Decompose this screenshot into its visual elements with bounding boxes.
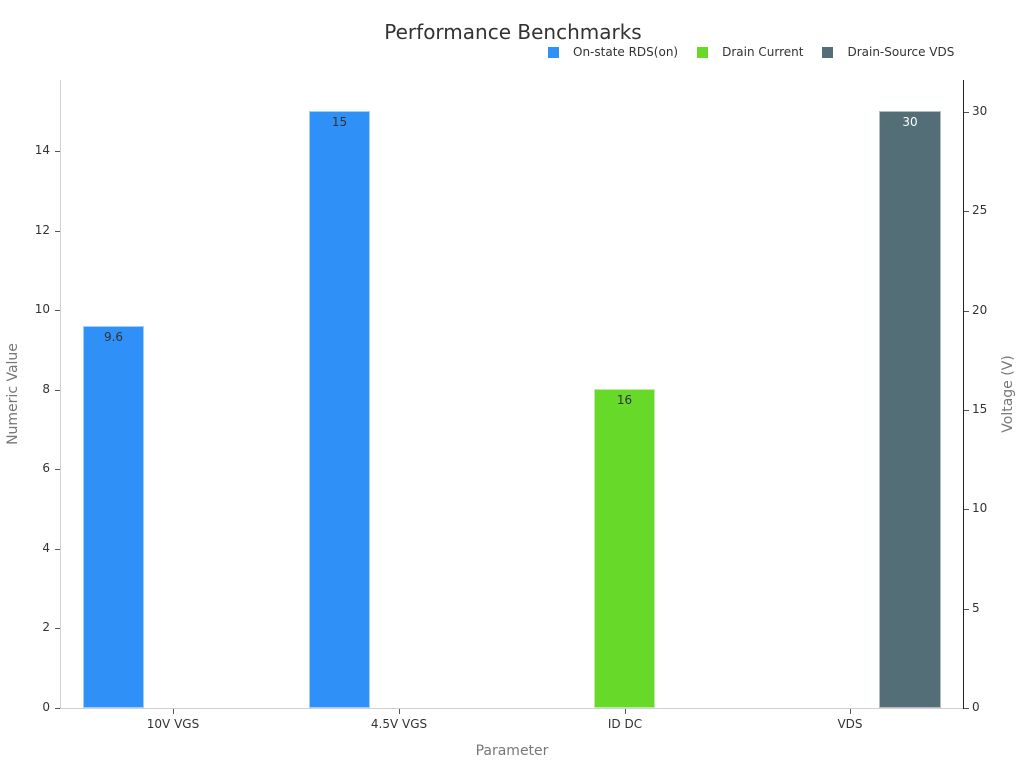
y-right-tick-label-5: 5 [972,601,980,615]
y-tick-label-6: 6 [42,461,50,475]
x-tick-label-id-dc: ID DC [607,717,643,731]
y-right-tick-label-25: 25 [972,203,988,217]
y-axis-right-spine [963,80,964,709]
y-tick-10 [55,310,60,311]
y-tick-2 [55,628,60,629]
legend-swatch-drain-source-vds [822,46,834,58]
bar-value-label: 9.6 [103,330,124,344]
legend-swatch-rds-on [548,46,559,58]
y-tick-0 [55,708,60,709]
legend-label-rds-on: On-state RDS(on) [573,45,679,59]
y-tick-12 [55,231,60,232]
bar-drain-current-id-dc[interactable]: 16 [594,389,655,708]
bar-value-label: 16 [616,393,633,407]
y-tick-label-8: 8 [42,382,50,396]
x-tick-label-10v-vgs: 10V VGS [146,717,200,731]
legend-item-drain-source-vds[interactable]: Drain-Source VDS [822,45,954,59]
y-axis-left-label: Numeric Value [5,343,21,445]
y-tick-label-12: 12 [34,223,50,237]
bar-rds-on-10v-vgs[interactable]: 9.6 [83,326,144,708]
legend-label-drain-current: Drain Current [722,45,804,59]
bar-value-label: 15 [331,115,348,129]
bar-rds-on-4-5v-vgs[interactable]: 15 [309,111,370,708]
y-tick-label-14: 14 [34,143,50,157]
x-tick-label-4-5v-vgs: 4.5V VGS [370,717,428,731]
x-tick-vds [850,709,851,714]
y-right-tick-25 [964,211,969,212]
x-axis-label: Parameter [475,743,549,759]
y-right-tick-0 [964,708,969,709]
bar-drain-source-vds[interactable]: 30 [879,111,941,708]
legend-swatch-drain-current [697,46,709,58]
y-axis-left-spine [60,80,61,708]
y-right-tick-label-10: 10 [972,501,988,515]
y-right-tick-label-0: 0 [972,700,980,714]
y-right-tick-20 [964,311,969,312]
x-tick-4-5v-vgs [399,709,400,714]
x-tick-label-vds: VDS [837,717,863,731]
y-right-tick-30 [964,112,969,113]
bar-value-label: 30 [902,115,918,129]
x-tick-10v-vgs [173,709,174,714]
legend: On-state RDS(on) Drain Current Drain-Sou… [548,45,973,59]
y-right-tick-10 [964,509,969,510]
legend-label-drain-source-vds: Drain-Source VDS [847,45,955,59]
y-right-tick-label-30: 30 [972,104,988,118]
y-tick-6 [55,469,60,470]
y-right-tick-15 [964,410,969,411]
y-tick-4 [55,549,60,550]
y-right-tick-label-20: 20 [972,303,988,317]
legend-item-rds-on[interactable]: On-state RDS(on) [548,45,678,59]
chart-title-text: Performance Benchmarks [384,20,642,44]
y-tick-label-0: 0 [42,700,50,714]
chart-title: Performance Benchmarks [0,20,1024,44]
y-tick-label-10: 10 [34,302,50,316]
y-tick-14 [55,151,60,152]
y-right-tick-5 [964,609,969,610]
y-tick-label-4: 4 [42,541,50,555]
x-axis-spine [60,708,963,709]
y-tick-8 [55,390,60,391]
y-right-tick-label-15: 15 [972,402,988,416]
legend-item-drain-current[interactable]: Drain Current [697,45,803,59]
y-tick-label-2: 2 [42,620,50,634]
x-tick-id-dc [625,709,626,714]
y-axis-right-label: Voltage (V) [1000,355,1016,433]
